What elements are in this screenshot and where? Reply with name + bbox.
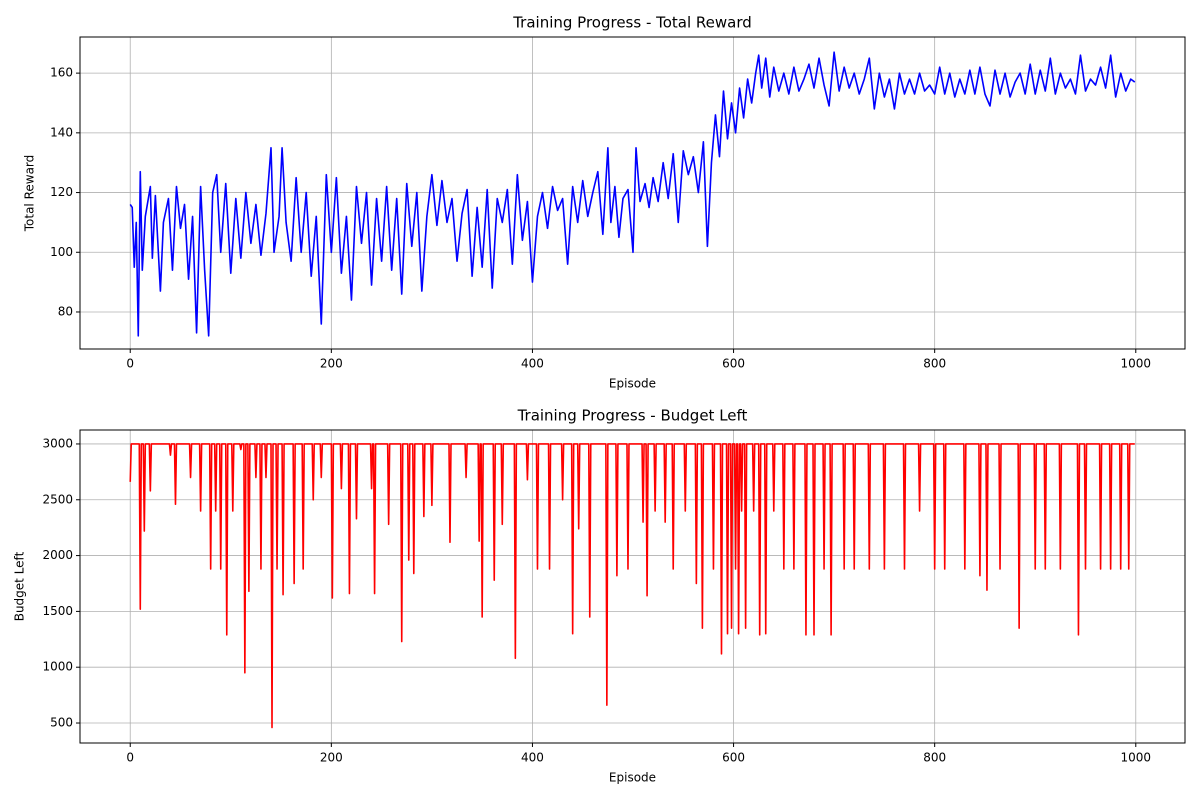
x-axis-label: Episode: [609, 377, 656, 391]
axes-frame: [79, 36, 1186, 350]
x-tick-label: 200: [320, 751, 343, 765]
y-tick-label: 1500: [42, 604, 73, 618]
x-tick-label: 400: [521, 751, 544, 765]
y-axis-label: Total Reward: [23, 155, 37, 233]
x-tick-label: 600: [722, 357, 745, 371]
axes-frame: [79, 429, 1186, 744]
x-tick-label: 1000: [1121, 751, 1152, 765]
x-tick-label: 800: [923, 751, 946, 765]
y-axis-label: Budget Left: [13, 551, 27, 621]
y-tick-label: 2500: [42, 492, 73, 506]
x-tick-label: 200: [320, 357, 343, 371]
y-tick-label: 2000: [42, 548, 73, 562]
data-line: [129, 443, 1135, 729]
x-tick-label: 800: [923, 357, 946, 371]
x-tick-label: 0: [126, 357, 134, 371]
data-line: [129, 51, 1136, 337]
chart-title: Training Progress - Budget Left: [517, 407, 748, 425]
x-tick-label: 0: [126, 751, 134, 765]
chart-title: Training Progress - Total Reward: [512, 14, 752, 32]
y-tick-label: 80: [58, 304, 73, 318]
x-tick-label: 1000: [1121, 357, 1152, 371]
x-tick-label: 600: [722, 751, 745, 765]
y-tick-label: 140: [50, 125, 73, 139]
y-tick-label: 160: [50, 66, 73, 80]
y-tick-label: 1000: [42, 660, 73, 674]
y-tick-label: 100: [50, 245, 73, 259]
x-tick-label: 400: [521, 357, 544, 371]
y-tick-label: 3000: [42, 436, 73, 450]
x-axis-label: Episode: [609, 771, 656, 785]
y-tick-label: 500: [50, 716, 73, 730]
y-tick-label: 120: [50, 185, 73, 199]
